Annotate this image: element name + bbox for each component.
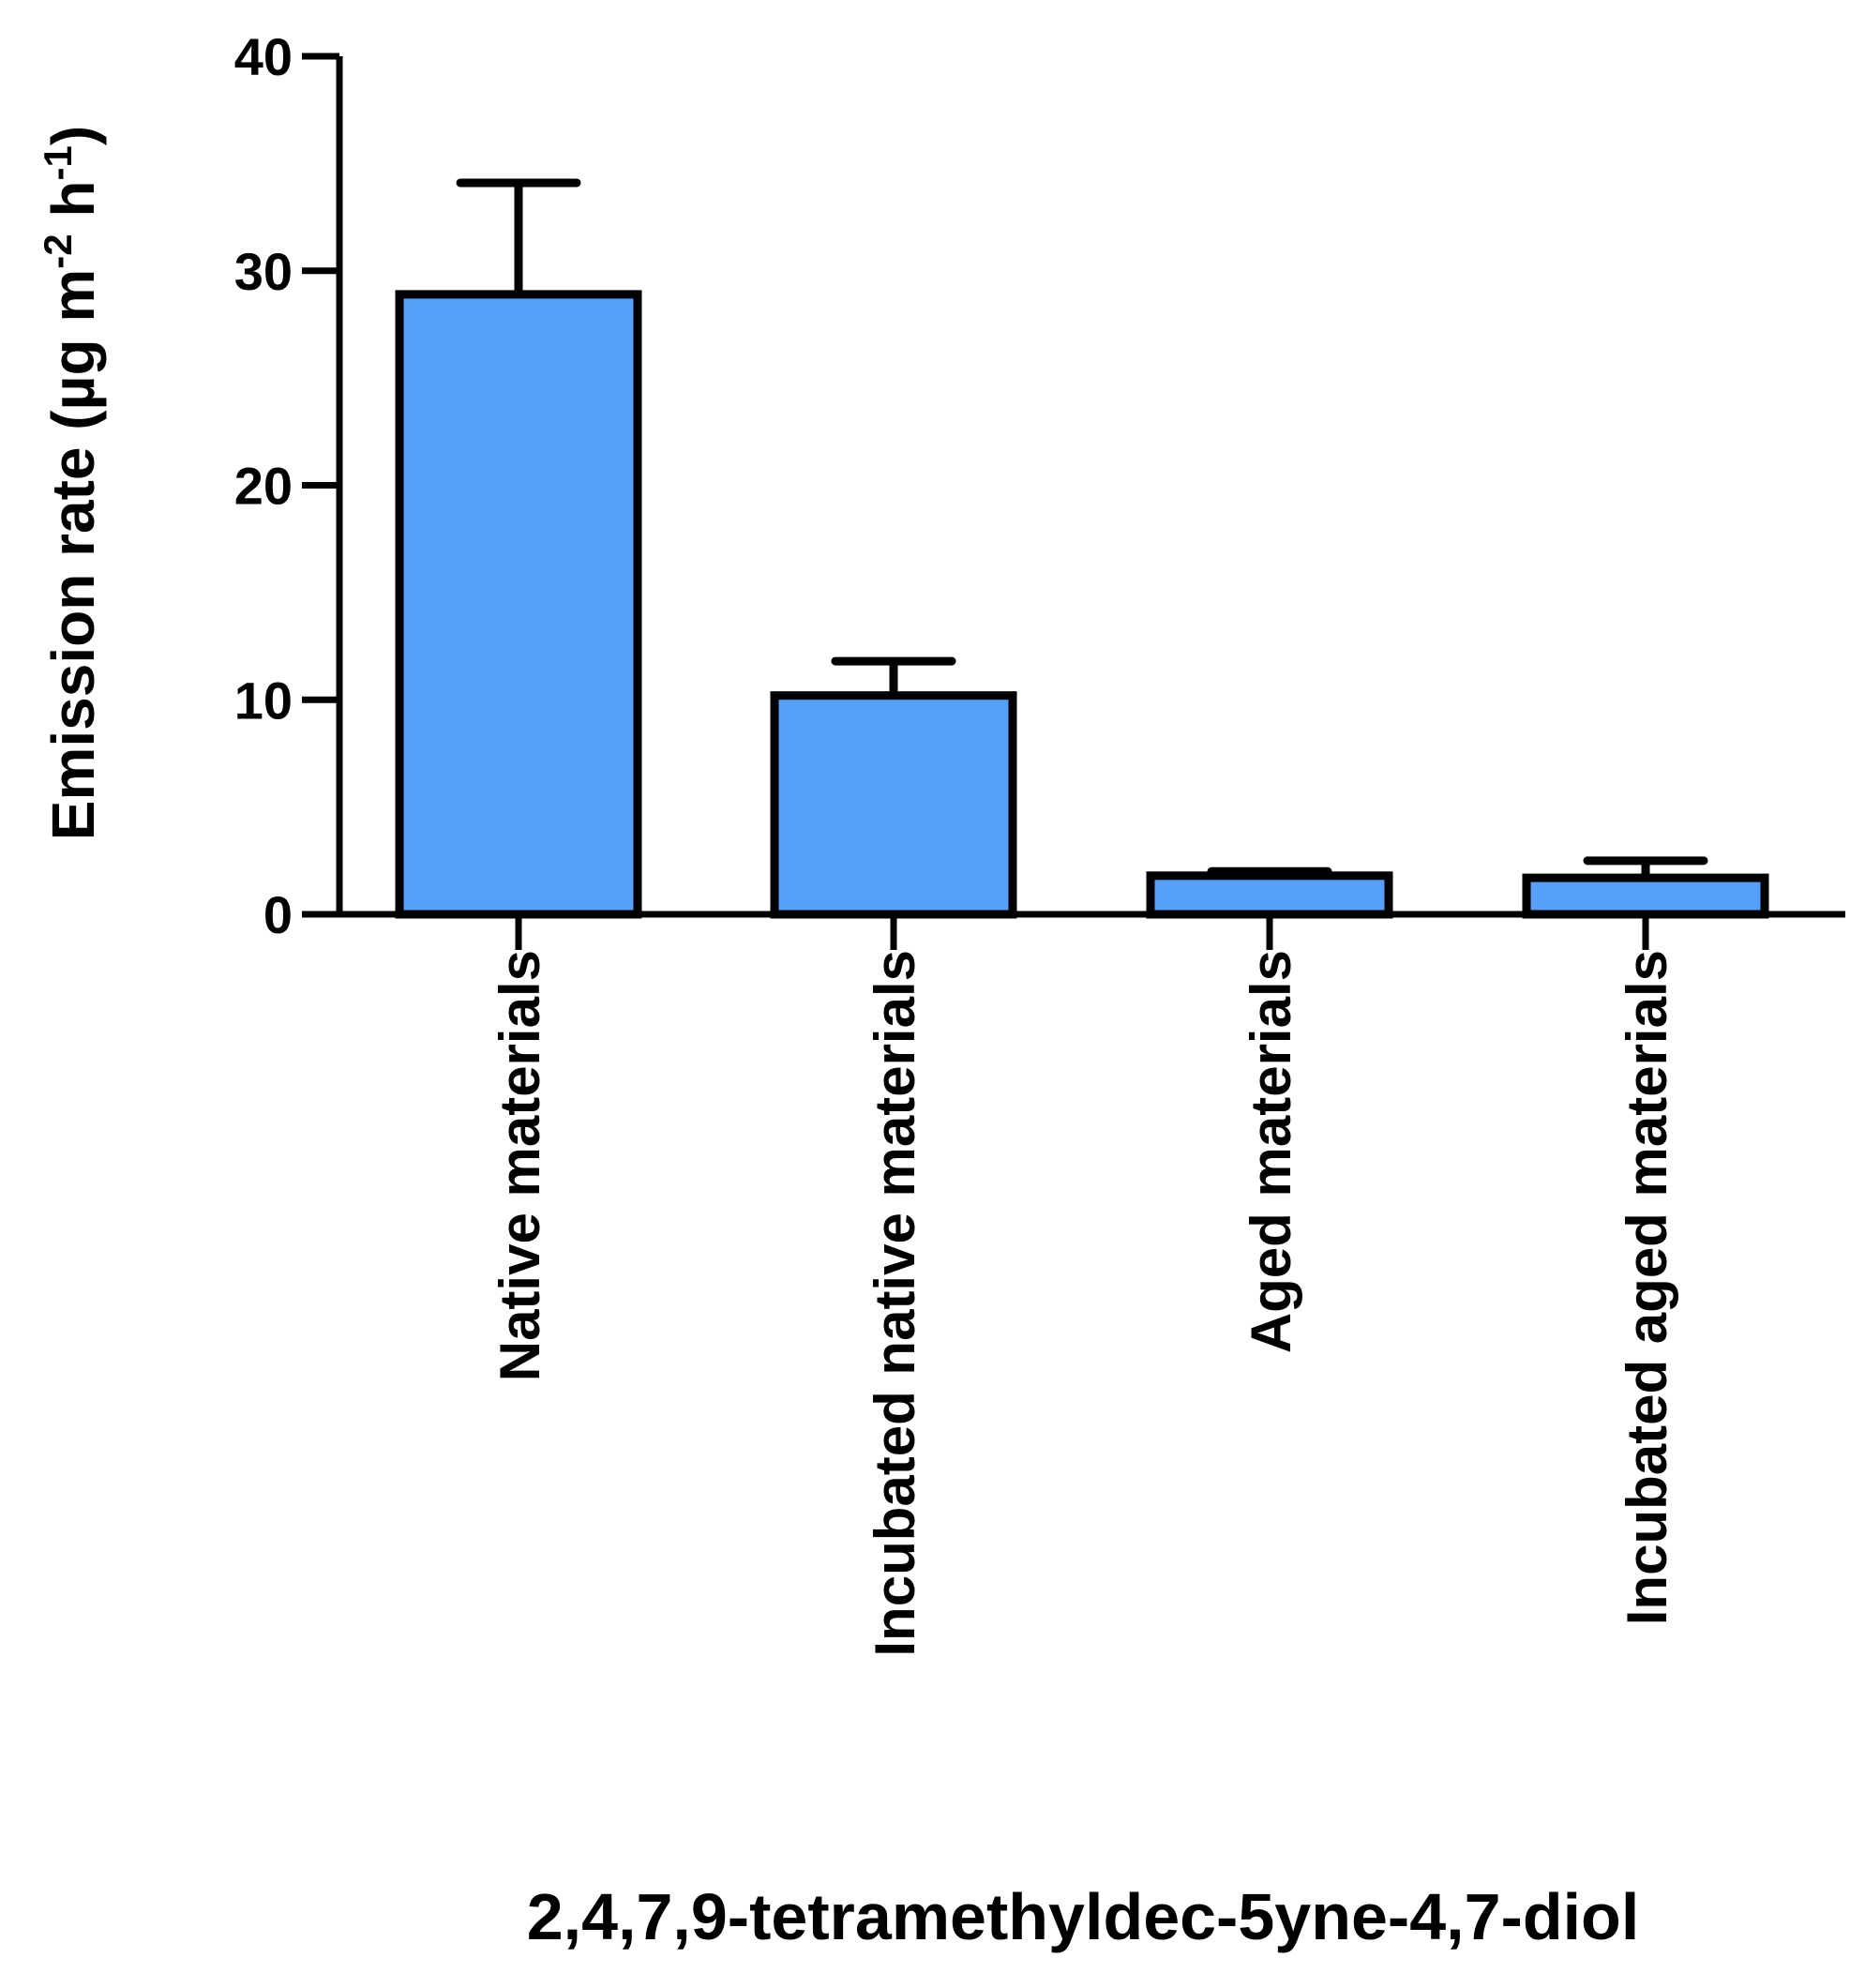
- x-tick-label: Aged materials: [1240, 950, 1302, 1353]
- bar: [770, 691, 1017, 919]
- x-tick-label: Native materials: [489, 950, 551, 1381]
- y-tick-label: 40: [234, 27, 293, 86]
- x-tick-label: Incubated native materials: [864, 950, 926, 1657]
- x-tick-label: Incubated aged materials: [1616, 950, 1678, 1625]
- y-tick-label: 0: [263, 885, 293, 944]
- bars-layer: [395, 290, 1769, 919]
- y-axis-title: Emission rate (µg m-2 h-1): [36, 126, 107, 840]
- y-axis-title-end: ): [39, 126, 107, 145]
- y-ticks: 0 10 20 30 40: [234, 27, 339, 944]
- bar: [1522, 873, 1769, 919]
- y-axis-title-sup1: -2: [36, 233, 80, 268]
- y-tick-label: 30: [234, 242, 293, 301]
- y-axis-title-mid: h: [39, 180, 107, 233]
- y-tick-label: 10: [234, 670, 293, 730]
- error-bars-layer: [456, 178, 1708, 879]
- y-tick-label: 20: [234, 457, 293, 516]
- bar: [1146, 871, 1393, 919]
- y-axis-title-sup2: -1: [36, 145, 80, 180]
- y-axis-title-main: Emission rate (µg m: [39, 269, 107, 840]
- x-ticks: Native materials Incubated native materia…: [489, 914, 1678, 1657]
- x-axis-title: 2,4,7,9-tetramethyldec-5yne-4,7-diol: [527, 1880, 1640, 1953]
- bar: [395, 290, 642, 919]
